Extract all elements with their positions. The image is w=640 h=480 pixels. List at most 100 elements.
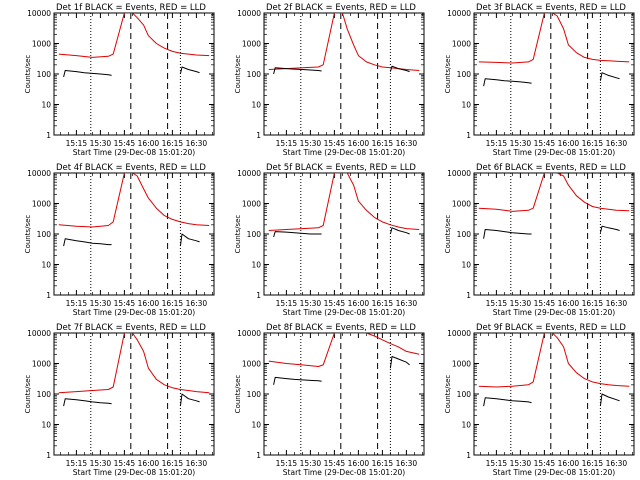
- x-tick-label: 16:30: [606, 139, 628, 148]
- x-tick-label: 15:15: [486, 459, 508, 468]
- reference-lines: [510, 173, 601, 295]
- events-series-line: [389, 65, 410, 73]
- reference-lines: [510, 333, 601, 455]
- y-tick-label: 1000: [32, 200, 51, 209]
- y-tick-label: 1000: [32, 360, 51, 369]
- x-tick-label: 16:30: [186, 459, 208, 468]
- y-tick-label: 1: [46, 131, 51, 140]
- x-tick-label: 15:15: [276, 139, 298, 148]
- y-tick-label: 100: [247, 390, 262, 399]
- x-tick-label: 16:30: [186, 299, 208, 308]
- panel-det-1: Det 1f BLACK = Events, RED = LLD 1 10 100 10…: [24, 3, 215, 157]
- y-tick-label: 10: [251, 421, 261, 430]
- y-tick-label: 10000: [237, 329, 261, 338]
- series-group: [58, 333, 210, 407]
- y-axis-label: Counts/sec: [24, 215, 32, 254]
- y-tick-label: 1: [46, 451, 51, 460]
- panel-title: Det 5f BLACK = Events, RED = LLD: [266, 163, 416, 173]
- x-tick-label: 15:45: [534, 459, 556, 468]
- y-tick-label: 10000: [27, 169, 51, 178]
- lld-series-line: [58, 333, 210, 394]
- y-axis-label: Counts/sec: [444, 375, 452, 414]
- events-series-line: [483, 397, 532, 407]
- x-tick-label: 15:15: [486, 299, 508, 308]
- x-tick-label: 15:45: [534, 299, 556, 308]
- panel-det-2: Det 2f BLACK = Events, RED = LLD 1 10 100 10…: [234, 3, 425, 157]
- panel-title: Det 8f BLACK = Events, RED = LLD: [266, 323, 416, 333]
- y-tick-label: 1000: [242, 40, 261, 49]
- x-tick-label: 16:00: [558, 299, 580, 308]
- y-axis-label: Counts/sec: [444, 215, 452, 254]
- events-series-line: [273, 67, 322, 75]
- panel-title: Det 7f BLACK = Events, RED = LLD: [56, 323, 206, 333]
- y-tick-label: 1000: [452, 40, 471, 49]
- y-tick-label: 10: [461, 421, 471, 430]
- panel-det-3: Det 3f BLACK = Events, RED = LLD 1 10 100 10…: [444, 3, 635, 157]
- panel-title: Det 1f BLACK = Events, RED = LLD: [56, 3, 206, 13]
- y-axis-label: Counts/sec: [24, 55, 32, 94]
- reference-lines: [300, 13, 391, 135]
- series-group: [268, 13, 420, 75]
- y-tick-label: 10: [251, 101, 261, 110]
- x-tick-label: 15:15: [66, 139, 88, 148]
- y-tick-label: 1: [256, 451, 261, 460]
- x-tick-label: 15:45: [324, 299, 346, 308]
- panels: Det 1f BLACK = Events, RED = LLD 1 10 100 10…: [24, 3, 635, 477]
- panel-det-4: Det 4f BLACK = Events, RED = LLD 1 10 100 10…: [24, 163, 215, 317]
- y-tick-label: 1000: [452, 360, 471, 369]
- y-tick-label: 1: [46, 291, 51, 300]
- x-tick-label: 16:30: [396, 459, 418, 468]
- reference-lines: [300, 333, 391, 455]
- x-tick-label: 16:30: [606, 459, 628, 468]
- panel-det-8: Det 8f BLACK = Events, RED = LLD 1 10 100 10…: [234, 323, 425, 477]
- x-tick-label: 16:30: [606, 299, 628, 308]
- x-tick-label: 16:15: [372, 139, 394, 148]
- x-tick-label: 15:45: [114, 139, 136, 148]
- y-tick-label: 10000: [237, 9, 261, 18]
- lld-series-line: [268, 13, 420, 71]
- x-tick-label: 16:00: [348, 459, 370, 468]
- x-tick-label: 15:30: [510, 139, 532, 148]
- x-tick-label: 16:15: [372, 299, 394, 308]
- x-tick-label: 16:00: [348, 299, 370, 308]
- x-tick-label: 16:15: [162, 459, 184, 468]
- x-axis-label: Start Time (29-Dec-08 15:01:20): [493, 308, 615, 317]
- events-series-line: [63, 238, 112, 247]
- y-tick-label: 10000: [447, 329, 471, 338]
- x-tick-label: 15:30: [510, 459, 532, 468]
- reference-lines: [90, 333, 181, 455]
- y-tick-label: 100: [37, 230, 52, 239]
- y-tick-label: 1: [466, 451, 471, 460]
- x-tick-label: 16:15: [372, 459, 394, 468]
- panel-det-5: Det 5f BLACK = Events, RED = LLD 1 10 100 10…: [234, 163, 425, 317]
- lld-series-line: [478, 13, 630, 64]
- y-tick-label: 1: [256, 291, 261, 300]
- x-tick-label: 15:30: [510, 299, 532, 308]
- y-tick-label: 100: [37, 70, 52, 79]
- y-tick-label: 10000: [27, 9, 51, 18]
- events-series-line: [273, 231, 322, 238]
- y-tick-label: 1000: [452, 200, 471, 209]
- panel-title: Det 3f BLACK = Events, RED = LLD: [476, 3, 626, 13]
- x-tick-label: 16:00: [138, 459, 160, 468]
- x-axis-label: Start Time (29-Dec-08 15:01:20): [493, 468, 615, 477]
- y-tick-label: 10000: [447, 169, 471, 178]
- x-tick-label: 15:30: [300, 139, 322, 148]
- x-tick-label: 16:00: [558, 139, 580, 148]
- y-tick-label: 10000: [237, 169, 261, 178]
- x-tick-label: 16:30: [396, 299, 418, 308]
- x-tick-label: 16:15: [582, 459, 604, 468]
- events-series-line: [63, 398, 112, 407]
- y-axis-label: Counts/sec: [234, 215, 242, 254]
- y-tick-label: 100: [457, 390, 472, 399]
- series-group: [58, 173, 210, 247]
- events-series-line: [179, 393, 200, 407]
- series-group: [478, 13, 630, 87]
- reference-lines: [90, 173, 181, 295]
- x-axis-label: Start Time (29-Dec-08 15:01:20): [73, 148, 195, 157]
- y-tick-label: 10000: [447, 9, 471, 18]
- x-axis-label: Start Time (29-Dec-08 15:01:20): [283, 468, 405, 477]
- y-axis-label: Counts/sec: [234, 375, 242, 414]
- events-series-line: [599, 393, 620, 407]
